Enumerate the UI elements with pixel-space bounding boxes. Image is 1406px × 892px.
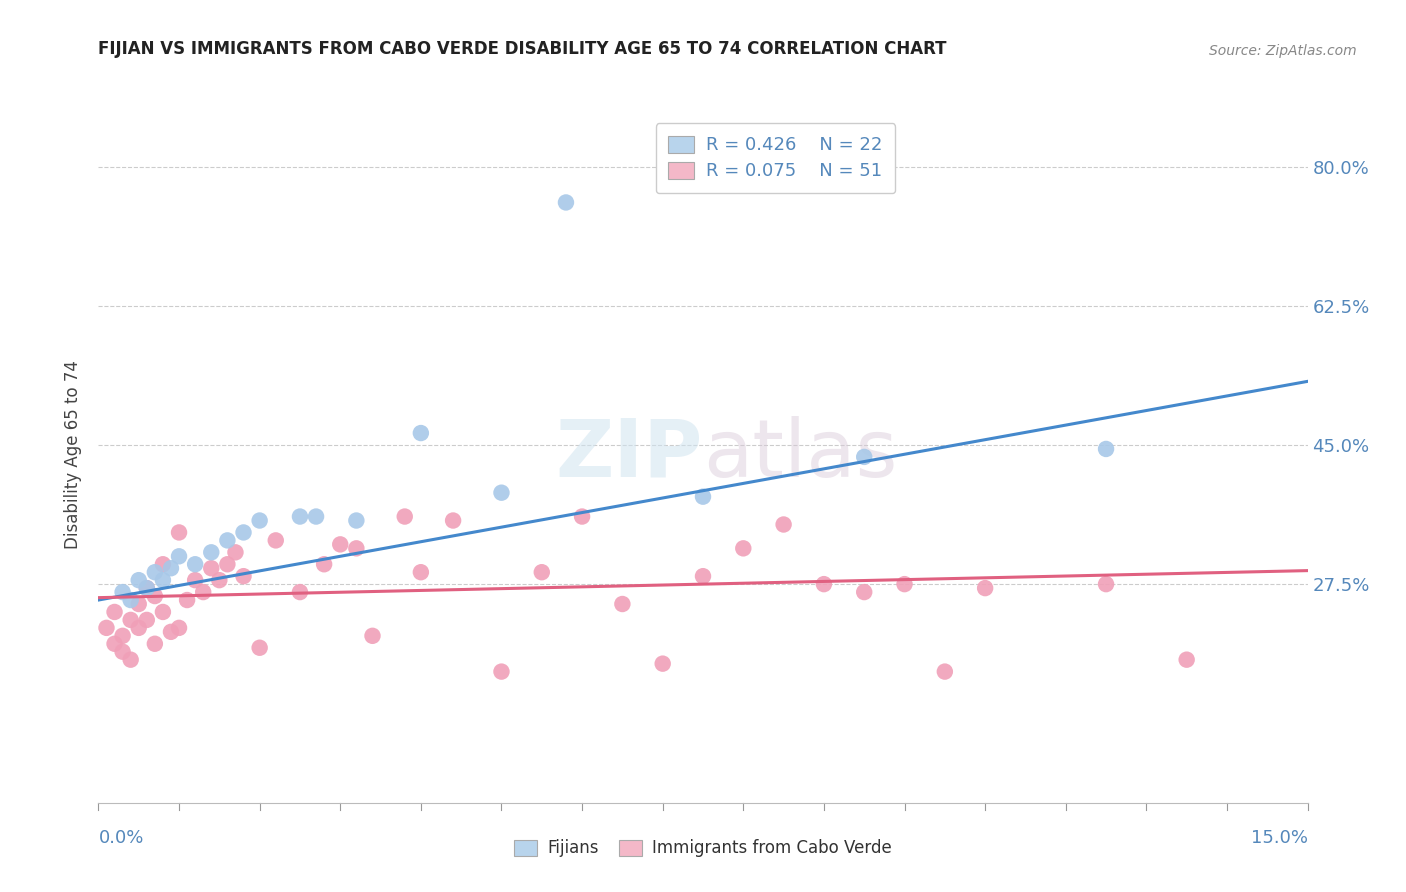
Point [167, 621, 190, 635]
Point [1095, 577, 1118, 591]
Point [314, 558, 336, 572]
Point [305, 509, 328, 524]
Point [288, 585, 311, 599]
Point [143, 565, 166, 579]
Point [344, 541, 367, 556]
Point [232, 569, 254, 583]
Point [135, 581, 157, 595]
Point [772, 517, 794, 532]
Point [491, 665, 513, 679]
Point [974, 581, 997, 595]
Point [111, 645, 134, 659]
Point [232, 525, 254, 540]
Point [893, 577, 915, 591]
Point [167, 525, 190, 540]
Point [152, 573, 174, 587]
Point [344, 514, 367, 528]
Point [120, 613, 142, 627]
Point [651, 657, 673, 671]
Point [160, 561, 183, 575]
Text: Source: ZipAtlas.com: Source: ZipAtlas.com [1209, 44, 1357, 58]
Point [329, 537, 352, 551]
Y-axis label: Disability Age 65 to 74: Disability Age 65 to 74 [65, 360, 83, 549]
Point [167, 549, 190, 564]
Point [160, 624, 183, 639]
Point [409, 425, 432, 440]
Point [184, 558, 207, 572]
Point [692, 490, 714, 504]
Point [120, 653, 142, 667]
Point [409, 565, 432, 579]
Text: 15.0%: 15.0% [1250, 830, 1308, 847]
Point [249, 640, 271, 655]
Point [555, 195, 578, 210]
Point [111, 629, 134, 643]
Text: FIJIAN VS IMMIGRANTS FROM CABO VERDE DISABILITY AGE 65 TO 74 CORRELATION CHART: FIJIAN VS IMMIGRANTS FROM CABO VERDE DIS… [98, 40, 946, 58]
Point [217, 558, 239, 572]
Point [208, 573, 231, 587]
Point [249, 514, 271, 528]
Point [143, 589, 166, 603]
Point [361, 629, 384, 643]
Point [184, 573, 207, 587]
Point [143, 637, 166, 651]
Point [264, 533, 287, 548]
Point [853, 450, 876, 464]
Point [571, 509, 593, 524]
Text: atlas: atlas [703, 416, 897, 494]
Point [530, 565, 553, 579]
Point [152, 605, 174, 619]
Text: ZIP: ZIP [555, 416, 703, 494]
Point [692, 569, 714, 583]
Point [217, 533, 239, 548]
Point [224, 545, 246, 559]
Point [128, 621, 150, 635]
Legend: Fijians, Immigrants from Cabo Verde: Fijians, Immigrants from Cabo Verde [508, 833, 898, 864]
Point [1095, 442, 1118, 456]
Point [733, 541, 755, 556]
Point [441, 514, 464, 528]
Point [128, 573, 150, 587]
Point [934, 665, 956, 679]
Text: 0.0%: 0.0% [98, 830, 143, 847]
Point [394, 509, 416, 524]
Point [128, 597, 150, 611]
Point [200, 545, 222, 559]
Point [612, 597, 634, 611]
Point [111, 585, 134, 599]
Point [135, 613, 157, 627]
Point [200, 561, 222, 575]
Point [152, 558, 174, 572]
Point [1175, 653, 1198, 667]
Point [135, 581, 157, 595]
Point [120, 593, 142, 607]
Point [813, 577, 835, 591]
Point [103, 605, 125, 619]
Point [193, 585, 215, 599]
Point [96, 621, 118, 635]
Point [853, 585, 876, 599]
Point [103, 637, 125, 651]
Point [176, 593, 198, 607]
Point [288, 509, 311, 524]
Point [491, 485, 513, 500]
